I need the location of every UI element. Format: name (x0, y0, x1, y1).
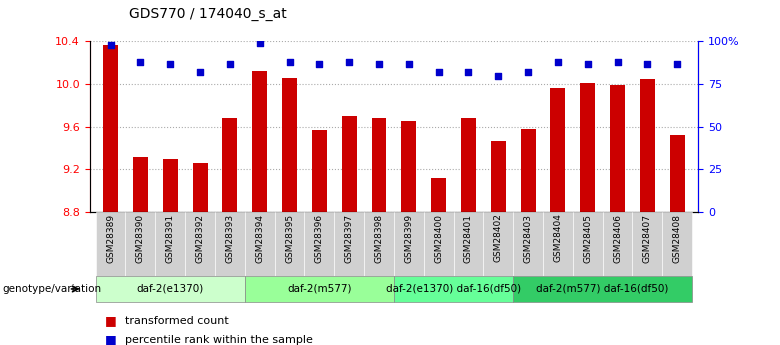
Point (134, 59, 147, 65)
Text: percentile rank within the sample: percentile rank within the sample (125, 335, 313, 345)
Text: GSM28391: GSM28391 (165, 214, 175, 263)
Bar (252, 71, 267, 212)
Text: daf-2(m577): daf-2(m577) (287, 284, 352, 294)
Bar (491, 141, 505, 212)
Bar (282, 78, 297, 212)
Bar (312, 130, 327, 212)
Point (551, 59, 564, 65)
Bar (580, 83, 595, 212)
Text: GSM28407: GSM28407 (643, 214, 652, 263)
Bar (461, 118, 476, 212)
Text: GSM28392: GSM28392 (196, 214, 204, 263)
Bar (222, 118, 237, 212)
Text: GSM28399: GSM28399 (404, 214, 413, 263)
Point (313, 61, 325, 66)
Text: daf-2(m577) daf-16(df50): daf-2(m577) daf-16(df50) (537, 284, 669, 294)
Point (432, 69, 445, 75)
Point (224, 61, 236, 66)
Point (254, 40, 266, 46)
Bar (670, 135, 685, 212)
Bar (103, 45, 118, 212)
Text: GSM28396: GSM28396 (315, 214, 324, 263)
Text: GSM28404: GSM28404 (554, 214, 562, 263)
Text: genotype/variation: genotype/variation (2, 284, 101, 294)
Point (671, 61, 683, 66)
Point (582, 61, 594, 66)
Text: GSM28394: GSM28394 (255, 214, 264, 263)
Point (402, 61, 415, 66)
Bar (342, 116, 356, 212)
Point (641, 61, 654, 66)
Bar (551, 88, 566, 212)
Text: GSM28408: GSM28408 (672, 214, 682, 263)
Bar (431, 178, 446, 212)
Text: GSM28397: GSM28397 (345, 214, 353, 263)
Text: GSM28402: GSM28402 (494, 214, 503, 263)
Bar (521, 129, 536, 212)
Text: GDS770 / 174040_s_at: GDS770 / 174040_s_at (129, 7, 286, 21)
Text: GSM28400: GSM28400 (434, 214, 443, 263)
Bar (402, 121, 417, 212)
Point (105, 42, 117, 48)
Text: GSM28406: GSM28406 (613, 214, 622, 263)
Bar (610, 85, 625, 212)
Point (343, 59, 356, 65)
Point (193, 69, 206, 75)
Text: GSM28401: GSM28401 (464, 214, 473, 263)
Text: GSM28405: GSM28405 (583, 214, 592, 263)
Point (463, 69, 475, 75)
Text: GSM28398: GSM28398 (374, 214, 384, 263)
Text: ■: ■ (105, 314, 117, 327)
Point (522, 69, 534, 75)
Text: GSM28395: GSM28395 (285, 214, 294, 263)
Point (283, 59, 296, 65)
Point (164, 61, 176, 66)
Point (373, 61, 385, 66)
Point (612, 59, 624, 65)
Text: daf-2(e1370) daf-16(df50): daf-2(e1370) daf-16(df50) (386, 284, 521, 294)
Point (492, 73, 505, 78)
Text: GSM28403: GSM28403 (523, 214, 533, 263)
Text: GSM28390: GSM28390 (136, 214, 145, 263)
Text: GSM28393: GSM28393 (225, 214, 234, 263)
Bar (193, 163, 207, 212)
Bar (133, 157, 148, 212)
Bar (640, 79, 655, 212)
Text: GSM28389: GSM28389 (106, 214, 115, 263)
Bar (163, 159, 178, 212)
Bar (371, 118, 386, 212)
Text: daf-2(e1370): daf-2(e1370) (136, 284, 204, 294)
Text: ■: ■ (105, 333, 117, 345)
Text: transformed count: transformed count (125, 316, 229, 326)
